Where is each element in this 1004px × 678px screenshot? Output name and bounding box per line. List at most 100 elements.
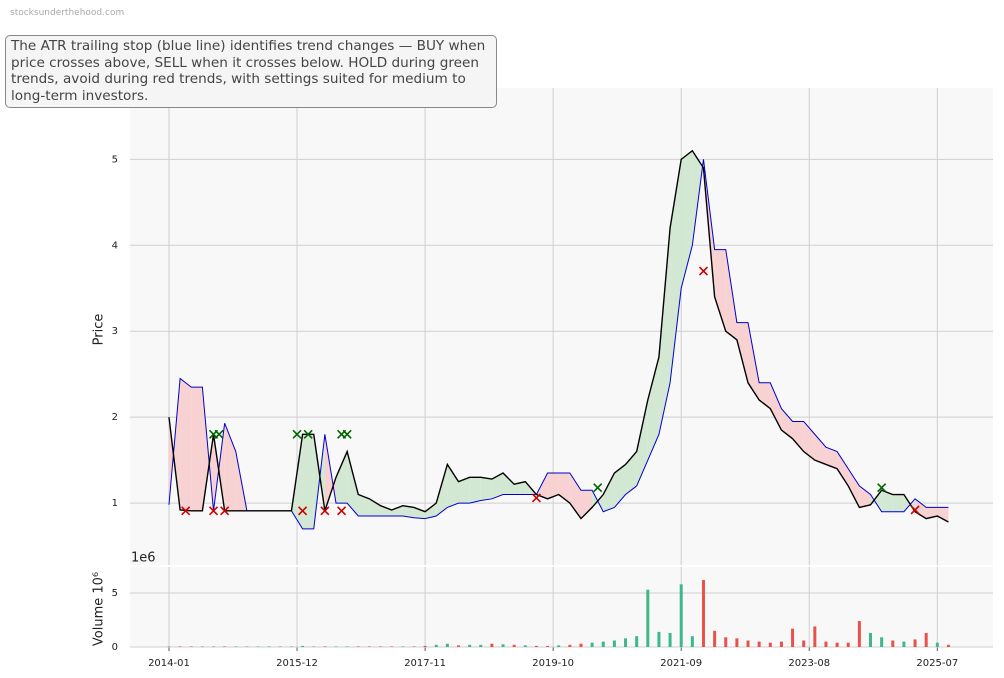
y-tick-label: 1 [112, 498, 118, 509]
volume-bar [334, 646, 338, 647]
trend-fill [202, 387, 214, 511]
volume-bar [312, 646, 316, 647]
volume-bar [468, 644, 472, 647]
volume-bar [835, 642, 839, 647]
sell-marker [531, 493, 542, 503]
trend-fill [514, 481, 526, 495]
volume-bar [301, 645, 305, 647]
volume-bar [735, 638, 739, 647]
volume-bar [646, 589, 650, 647]
trend-fill [636, 399, 648, 486]
trend-fill [792, 421, 804, 452]
volume-bar [557, 645, 561, 647]
sell-marker [181, 506, 191, 516]
trend-fill [658, 228, 671, 435]
volume-bar [323, 646, 327, 647]
y-axis-label: Volume 10⁶ [92, 572, 107, 646]
y-tick-label: 4 [112, 240, 118, 251]
price-line [168, 149, 949, 523]
volume-bar [490, 643, 494, 647]
annotation: The ATR trailing stop (blue line) identi… [5, 35, 497, 109]
volume-bar [857, 621, 861, 647]
trend-fill [725, 249, 737, 340]
plot-background [130, 567, 993, 647]
volume-bar [946, 644, 950, 647]
buy-marker [214, 429, 224, 439]
volume-bar [223, 646, 227, 647]
volume-bar [479, 644, 483, 647]
volume-bar [534, 645, 538, 647]
volume-bar [624, 638, 628, 647]
volume-bar [167, 646, 171, 647]
trend-fill [814, 434, 826, 465]
trend-fill [469, 477, 481, 504]
trend-fill [336, 451, 348, 504]
volume-bar [212, 646, 216, 647]
x-tick-label: 2019-10 [532, 658, 574, 669]
trend-fill [369, 498, 381, 517]
offset-label: 1e6 [131, 551, 156, 566]
trend-fill [447, 464, 459, 508]
volume-bar [802, 640, 806, 647]
volume-bar [200, 646, 204, 647]
volume-bar [924, 632, 928, 647]
sell-marker [320, 506, 330, 516]
trend-fill [837, 451, 849, 486]
x-tick-label: 2023-08 [788, 658, 830, 669]
trend-fill [770, 382, 782, 431]
volume-bar [579, 643, 583, 647]
y-axis-label: Price [92, 314, 107, 346]
volume-bar [724, 637, 728, 647]
volume-bar [234, 646, 238, 647]
volume-bar [590, 642, 594, 647]
volume-bar [891, 640, 895, 647]
volume-bar [813, 626, 817, 647]
trend-fill [603, 473, 615, 512]
watermark: stocksunderthehood.com [10, 8, 125, 18]
volume-bar [289, 646, 293, 647]
trend-fill [391, 505, 403, 517]
volume-bar [635, 636, 639, 647]
trend-fill [859, 485, 871, 508]
trend-fill [480, 477, 492, 501]
volume-bar [701, 579, 705, 647]
y-tick-label: 0 [112, 642, 118, 653]
stop-line [168, 159, 949, 530]
buy-marker [303, 429, 313, 439]
volume-bar [178, 646, 182, 647]
volume-bar [367, 646, 371, 647]
volume-bar [869, 632, 873, 647]
volume-bar [902, 641, 906, 647]
volume-bar [546, 645, 550, 647]
volume-bar [568, 644, 572, 647]
volume-bar [768, 642, 772, 647]
volume-bar [256, 646, 260, 647]
trend-fill [881, 490, 893, 512]
sell-marker [208, 506, 219, 516]
volume-bar [779, 641, 783, 647]
volume-bar [356, 646, 360, 647]
volume-bar [512, 644, 516, 647]
trend-fill [915, 498, 927, 519]
volume-bar [278, 646, 282, 647]
trend-fill [614, 464, 626, 508]
trend-fill [569, 473, 581, 519]
buy-marker [292, 429, 302, 439]
volume-bar [824, 641, 828, 647]
volume-bar [445, 643, 449, 647]
trend-fill [781, 408, 793, 439]
trend-fill [748, 322, 760, 400]
volume-bar [713, 630, 717, 647]
volume-bar [412, 646, 416, 647]
trend-fill [547, 473, 559, 499]
trend-fill [625, 451, 637, 495]
volume-bar [434, 644, 438, 647]
trend-fill [937, 507, 949, 523]
volume-bar [189, 646, 193, 647]
trend-fill [870, 490, 882, 512]
y-tick-label: 2 [112, 412, 118, 423]
volume-bar [456, 645, 460, 647]
volume-bar [601, 641, 605, 647]
volume-bar [679, 584, 683, 647]
